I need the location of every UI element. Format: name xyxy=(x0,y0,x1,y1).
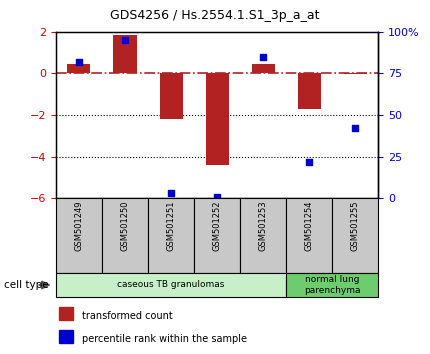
Bar xyxy=(56,198,102,273)
Bar xyxy=(56,273,286,297)
Bar xyxy=(68,64,90,74)
Bar xyxy=(102,198,148,273)
Point xyxy=(214,194,221,199)
Bar xyxy=(298,74,321,109)
Text: percentile rank within the sample: percentile rank within the sample xyxy=(82,333,247,344)
Bar xyxy=(332,198,378,273)
Bar xyxy=(286,273,378,297)
Point xyxy=(122,37,129,43)
Bar xyxy=(252,64,275,74)
Bar xyxy=(160,74,183,119)
Point xyxy=(306,159,313,165)
Point xyxy=(260,54,267,59)
Text: GSM501251: GSM501251 xyxy=(166,200,175,251)
Text: GSM501255: GSM501255 xyxy=(351,200,360,251)
Bar xyxy=(286,198,332,273)
Bar xyxy=(148,198,194,273)
Text: GSM501250: GSM501250 xyxy=(120,200,129,251)
Text: GSM501253: GSM501253 xyxy=(259,200,268,251)
Bar xyxy=(59,330,73,343)
Text: caseous TB granulomas: caseous TB granulomas xyxy=(117,280,225,290)
Point xyxy=(352,126,359,131)
Text: GSM501252: GSM501252 xyxy=(213,200,221,251)
Bar xyxy=(206,74,229,165)
Point xyxy=(168,190,175,196)
Text: cell type: cell type xyxy=(4,280,49,290)
Point xyxy=(76,59,83,65)
Bar xyxy=(114,35,137,74)
Bar xyxy=(59,307,73,320)
Text: transformed count: transformed count xyxy=(82,310,172,321)
Bar xyxy=(240,198,286,273)
Text: normal lung
parenchyma: normal lung parenchyma xyxy=(304,275,361,295)
Text: GSM501249: GSM501249 xyxy=(74,200,83,251)
Bar xyxy=(194,198,240,273)
Text: GDS4256 / Hs.2554.1.S1_3p_a_at: GDS4256 / Hs.2554.1.S1_3p_a_at xyxy=(110,9,320,22)
Text: GSM501254: GSM501254 xyxy=(305,200,314,251)
